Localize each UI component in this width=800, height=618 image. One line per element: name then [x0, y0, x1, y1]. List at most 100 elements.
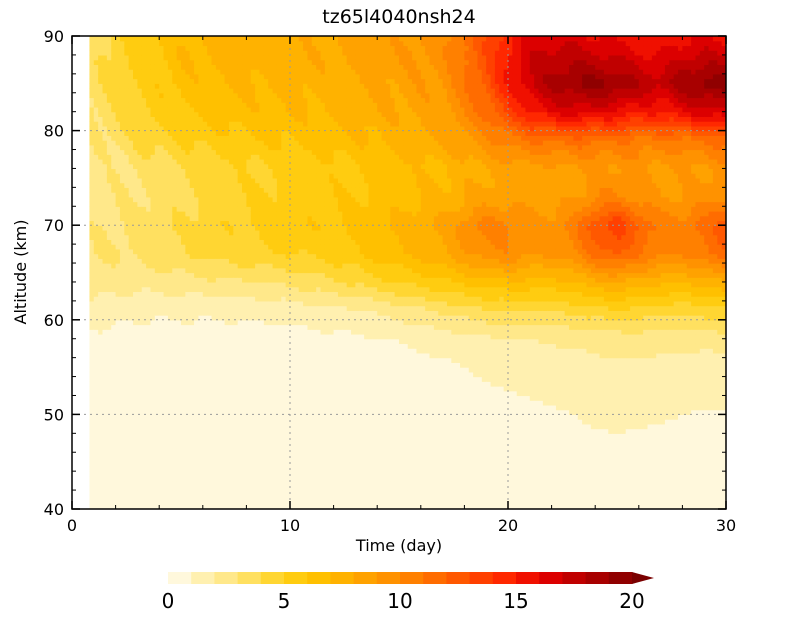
heatmap-cell	[228, 144, 234, 151]
heatmap-cell	[141, 64, 147, 70]
heatmap-cell	[102, 329, 108, 335]
heatmap-cell	[150, 263, 156, 269]
heatmap-cell	[128, 475, 134, 482]
heatmap-cell	[207, 64, 213, 70]
heatmap-cell	[255, 196, 261, 203]
heatmap-cell	[259, 267, 265, 274]
heatmap-cell	[111, 125, 117, 132]
heatmap-cell	[298, 433, 304, 439]
heatmap-cell	[242, 140, 247, 146]
heatmap-cell	[211, 485, 217, 491]
heatmap-cell	[185, 211, 191, 217]
heatmap-cell	[119, 149, 125, 155]
heatmap-cell	[111, 499, 117, 505]
heatmap-cell	[272, 168, 278, 174]
heatmap-cell	[167, 64, 173, 70]
heatmap-cell	[215, 258, 221, 264]
heatmap-cell	[194, 305, 200, 311]
heatmap-cell	[111, 88, 117, 94]
heatmap-cell	[259, 116, 265, 122]
heatmap-cell	[163, 362, 169, 368]
heatmap-cell	[119, 36, 125, 42]
heatmap-cell	[111, 111, 117, 118]
heatmap-cell	[159, 490, 165, 496]
heatmap-cell	[290, 409, 295, 415]
heatmap-cell	[167, 333, 173, 340]
heatmap-cell	[207, 390, 213, 397]
heatmap-cell	[185, 272, 191, 278]
heatmap-cell	[93, 97, 99, 103]
heatmap-cell	[150, 315, 156, 321]
heatmap-cell	[93, 59, 99, 65]
heatmap-cell	[98, 352, 104, 359]
heatmap-cell	[185, 121, 191, 127]
heatmap-cell	[154, 248, 160, 255]
heatmap-cell	[285, 466, 291, 472]
heatmap-cell	[93, 168, 99, 174]
heatmap-cell	[268, 211, 274, 217]
heatmap-cell	[163, 45, 169, 51]
heatmap-cell	[133, 267, 138, 274]
heatmap-cell	[185, 494, 191, 501]
heatmap-cell	[119, 310, 125, 316]
heatmap-cell	[250, 201, 256, 207]
heatmap-cell	[119, 348, 125, 354]
heatmap-cell	[242, 267, 247, 274]
heatmap-cell	[115, 78, 121, 84]
heatmap-cell	[181, 494, 186, 501]
heatmap-cell	[272, 329, 278, 335]
heatmap-cell	[106, 73, 112, 80]
heatmap-cell	[128, 211, 134, 217]
heatmap-cell	[167, 78, 173, 84]
heatmap-cell	[233, 390, 239, 397]
heatmap-cell	[285, 371, 291, 378]
heatmap-cell	[294, 362, 300, 368]
heatmap-cell	[124, 376, 130, 382]
heatmap-cell	[202, 343, 208, 349]
heatmap-cell	[154, 400, 160, 406]
heatmap-cell	[281, 168, 287, 174]
heatmap-cell	[220, 395, 226, 401]
heatmap-cell	[93, 310, 99, 316]
heatmap-cell	[111, 291, 117, 297]
heatmap-cell	[233, 475, 239, 482]
heatmap-cell	[137, 277, 143, 283]
heatmap-cell	[141, 125, 147, 132]
heatmap-cell	[259, 390, 265, 397]
heatmap-cell	[150, 291, 156, 297]
heatmap-cell	[133, 73, 138, 80]
heatmap-cell	[255, 149, 261, 155]
heatmap-cell	[133, 177, 138, 184]
heatmap-cell	[268, 163, 274, 170]
heatmap-cell	[172, 466, 178, 472]
heatmap-cell	[181, 390, 186, 397]
heatmap-cell	[189, 475, 195, 482]
heatmap-cell	[276, 480, 282, 486]
heatmap-cell	[154, 135, 160, 141]
heatmap-cell	[268, 499, 274, 505]
heatmap-cell	[137, 225, 143, 231]
heatmap-cell	[128, 286, 134, 293]
heatmap-cell	[181, 234, 186, 240]
heatmap-cell	[237, 456, 243, 463]
heatmap-cell	[220, 362, 226, 368]
heatmap-cell	[124, 485, 130, 491]
heatmap-cell	[228, 125, 234, 132]
heatmap-cell	[115, 485, 121, 491]
heatmap-cell	[141, 300, 147, 307]
heatmap-cell	[242, 196, 247, 203]
heatmap-cell	[276, 92, 282, 99]
heatmap-cell	[224, 168, 230, 174]
heatmap-cell	[102, 229, 108, 236]
heatmap-cell	[285, 409, 291, 415]
heatmap-cell	[185, 149, 191, 155]
heatmap-cell	[298, 54, 304, 61]
heatmap-cell	[98, 140, 104, 146]
heatmap-cell	[294, 414, 300, 420]
heatmap-cell	[242, 239, 247, 245]
heatmap-cell	[167, 140, 173, 146]
heatmap-cell	[224, 92, 230, 99]
heatmap-cell	[154, 338, 160, 345]
heatmap-cell	[128, 485, 134, 491]
heatmap-cell	[189, 447, 195, 453]
